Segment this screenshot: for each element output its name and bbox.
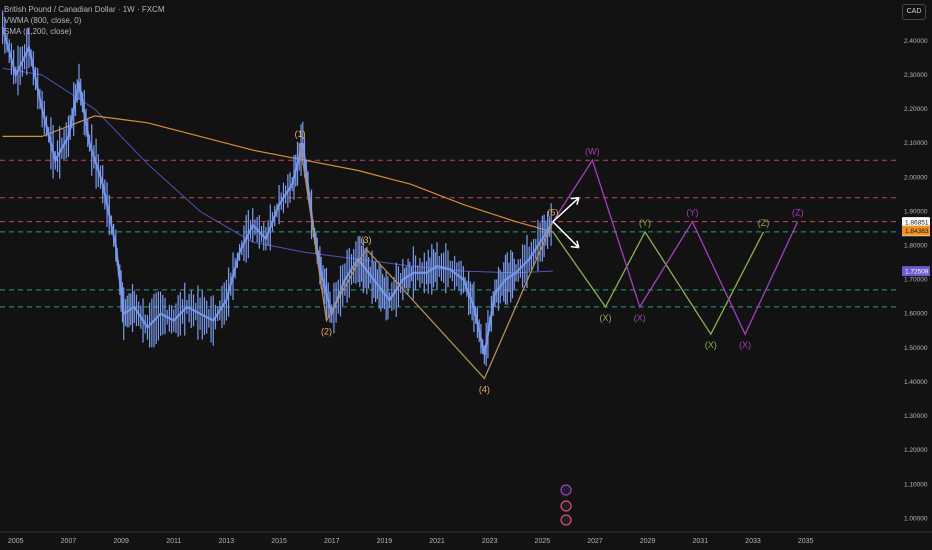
impulse-label-5: (5) — [547, 208, 558, 218]
event-icon-0 — [560, 484, 572, 496]
down-arrow — [552, 221, 580, 249]
y-tick-label-10: 1.40000 — [904, 379, 928, 386]
purple-label-2: (X) — [634, 313, 646, 323]
projection-green-line — [552, 230, 765, 336]
y-tick-label-11: 1.30000 — [904, 413, 928, 420]
y-tick-label-4: 2.00000 — [904, 174, 928, 181]
purple-label-4: (X) — [739, 340, 751, 350]
x-tick-label-15: 2035 — [798, 538, 814, 545]
x-tick-label-11: 2027 — [587, 538, 603, 545]
impulse-wave-line — [299, 143, 554, 380]
currency-button[interactable]: CAD — [902, 4, 926, 20]
y-tick-label-7: 1.70000 — [904, 277, 928, 284]
purple-label-3: (Y) — [686, 208, 698, 218]
sma-1200-line — [2, 67, 553, 274]
price-tag-current-bg — [902, 217, 930, 228]
x-tick-label-9: 2023 — [482, 538, 498, 545]
chart-title: British Pound / Canadian Dollar · 1W · F… — [4, 5, 165, 14]
y-tick-label-14: 1.00000 — [904, 515, 928, 522]
x-tick-label-12: 2029 — [640, 538, 656, 545]
x-tick-label-13: 2031 — [693, 538, 709, 545]
x-tick-label-3: 2011 — [166, 538, 181, 545]
price-tag-current: 1.86851 — [905, 220, 929, 227]
wave-labels: (1) (2) (3) (4) (5) (X) (Y) (X) (Z) (W) (X) (Y) (X) (… — [295, 129, 804, 394]
y-tick-label-13: 1.10000 — [904, 481, 928, 488]
y-tick-label-2: 2.20000 — [904, 106, 928, 113]
green-label-4: (Z) — [758, 218, 770, 228]
indicator-sma-label[interactable]: SMA (1,200, close) — [4, 27, 72, 36]
y-tick-label-6: 1.80000 — [904, 243, 928, 250]
price-tag-vwma-bg — [902, 225, 930, 236]
impulse-label-3: (3) — [360, 235, 371, 245]
y-tick-label-0: 2.40000 — [904, 38, 928, 45]
wave-lines — [299, 143, 799, 380]
event-icon-2 — [560, 514, 572, 526]
event-icon-1 — [560, 500, 572, 512]
purple-label-1: (W) — [585, 146, 600, 156]
green-label-2: (Y) — [639, 218, 651, 228]
x-tick-label-4: 2013 — [219, 538, 235, 545]
price-tag-sma-bg — [902, 266, 930, 277]
y-tick-label-12: 1.20000 — [904, 447, 928, 454]
y-tick-label-3: 2.10000 — [904, 140, 928, 147]
vwma-800-line — [2, 115, 554, 233]
impulse-label-1: (1) — [295, 129, 306, 139]
purple-label-5: (Z) — [792, 208, 804, 218]
y-tick-label-5: 1.90000 — [904, 208, 928, 215]
x-tick-label-2: 2009 — [113, 538, 129, 545]
chart-legend: British Pound / Canadian Dollar · 1W · F… — [4, 4, 165, 37]
moving-averages — [2, 67, 554, 274]
price-tag-vwma: 1.84383 — [905, 228, 929, 235]
price-tag-sma: 1.72508 — [905, 269, 929, 276]
y-tick-label-1: 2.30000 — [904, 72, 928, 79]
impulse-label-2: (2) — [321, 327, 332, 337]
x-tick-label-6: 2017 — [324, 538, 340, 545]
price-series — [1, 10, 554, 367]
x-tick-label-10: 2025 — [535, 538, 551, 545]
x-tick-label-0: 2005 — [8, 538, 24, 545]
x-tick-label-14: 2033 — [745, 538, 761, 545]
event-icons — [560, 484, 572, 526]
x-tick-label-7: 2019 — [377, 538, 393, 545]
green-label-3: (X) — [705, 340, 717, 350]
green-label-1: (X) — [600, 313, 612, 323]
axes: 2.40000 2.30000 2.20000 2.10000 2.00000 1.900… — [0, 38, 932, 545]
projection-purple-line — [552, 158, 799, 336]
x-tick-label-1: 2007 — [61, 538, 77, 545]
x-tick-label-5: 2015 — [271, 538, 287, 545]
up-arrow — [552, 196, 580, 223]
x-tick-label-8: 2021 — [429, 538, 445, 545]
impulse-label-4: (4) — [479, 385, 490, 395]
y-tick-label-9: 1.50000 — [904, 345, 928, 352]
indicator-vwma-label[interactable]: VWMA (800, close, 0) — [4, 16, 82, 25]
y-tick-label-8: 1.60000 — [904, 311, 928, 318]
